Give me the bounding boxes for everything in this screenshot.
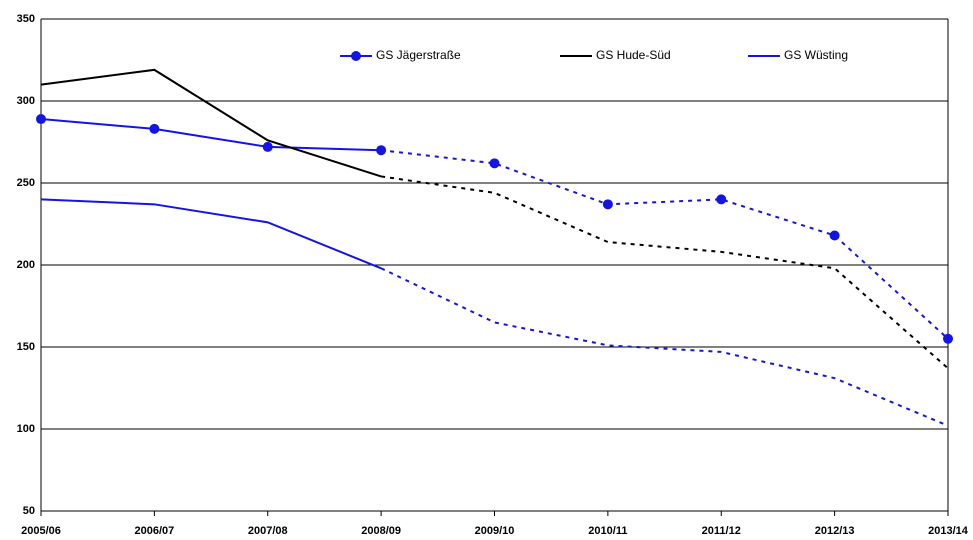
series-line [380,175,949,370]
x-tick-label: 2008/09 [361,525,401,537]
y-tick-label: 350 [17,13,35,25]
marker [262,141,273,152]
legend-marker [351,51,361,61]
marker [36,114,46,125]
y-tick-label: 300 [17,95,35,107]
legend-label: GS Hude-Süd [596,48,671,62]
y-tick-label: 150 [17,341,35,353]
series-line [380,267,949,427]
marker [943,333,953,344]
marker [489,158,500,169]
marker [602,199,613,210]
x-tick-label: 2011/12 [702,525,741,537]
y-tick-label: 200 [17,259,35,271]
marker [829,230,840,241]
x-tick-label: 2006/07 [134,525,174,537]
x-tick-label: 2005/06 [21,525,61,537]
marker [716,194,727,205]
y-tick-label: 50 [23,505,35,517]
legend-label: GS Wüsting [784,48,848,62]
series-line [381,149,949,340]
series-line [40,198,382,270]
marker [149,123,160,134]
x-tick-label: 2007/08 [248,525,288,537]
x-tick-label: 2010/11 [588,525,627,537]
x-tick-label: 2013/14 [928,525,969,537]
series-line [40,68,382,178]
legend-label: GS Jägerstraße [376,48,461,62]
marker [376,145,387,156]
y-tick-label: 100 [17,423,35,435]
series-line [40,118,382,152]
x-tick-label: 2009/10 [475,525,515,537]
x-tick-label: 2012/13 [815,525,855,537]
y-tick-label: 250 [17,177,35,189]
